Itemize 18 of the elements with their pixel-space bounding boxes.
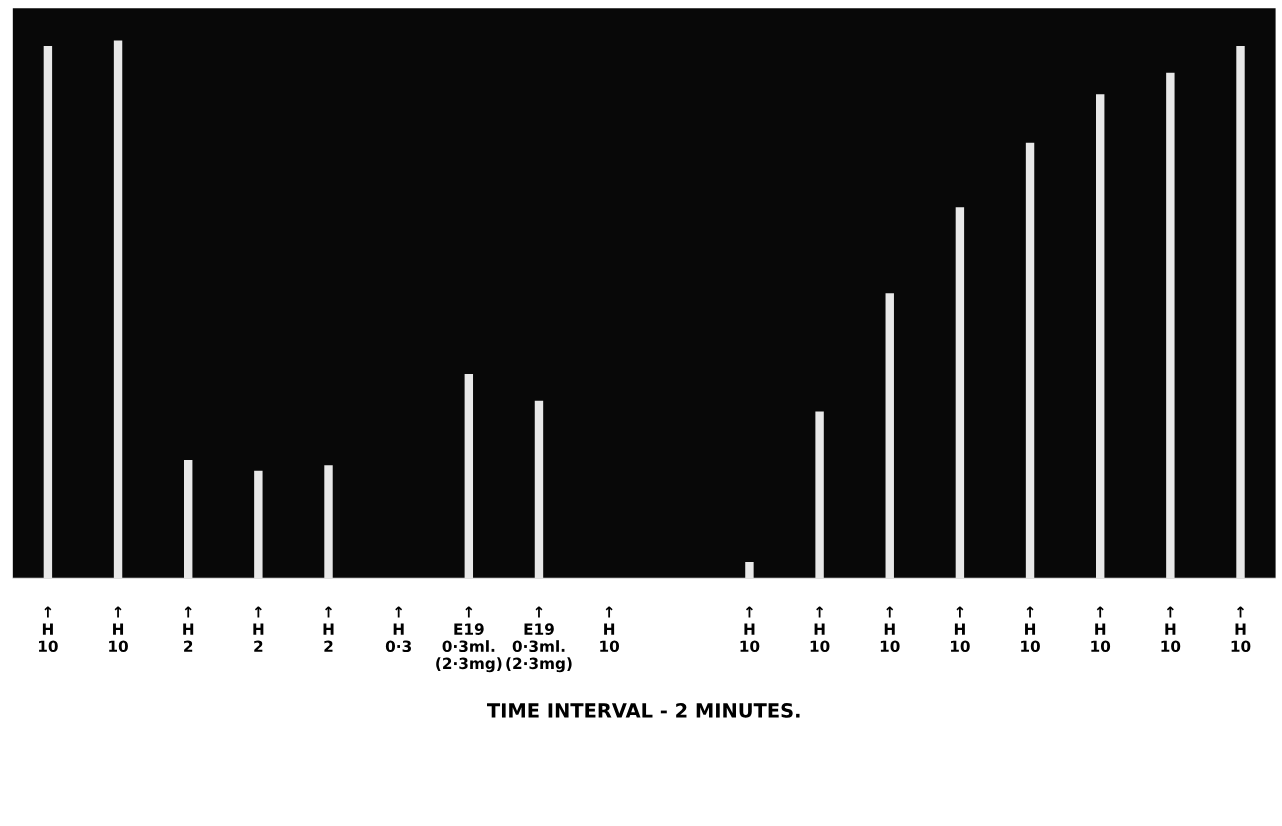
x-tick-label: ↑ H 10 — [109, 606, 128, 653]
x-tick-label: ↑ H 10 — [600, 606, 620, 653]
x-tick-label: ↑ H 2 — [323, 606, 334, 652]
x-tick-label: ↑ H 10 — [950, 606, 970, 653]
x-tick-label: ↑ H 10 — [1161, 606, 1181, 653]
x-tick-label: ↑ H 10 — [1021, 606, 1040, 653]
x-tick-label: ↑ H 0·3 — [385, 606, 411, 653]
x-tick-label: ↑ E19 0·3ml. (2·3mg) — [506, 606, 572, 673]
x-tick-label: ↑ H 10 — [740, 606, 760, 653]
x-tick-label: ↑ H 10 — [38, 606, 58, 653]
x-tick-label: ↑ H 2 — [183, 606, 194, 652]
x-axis-title: TIME INTERVAL - 2 MINUTES. — [487, 703, 800, 718]
x-tick-label: ↑ H 10 — [1091, 606, 1111, 653]
x-tick-label: ↑ E19 0·3ml. (2·3mg) — [436, 606, 502, 673]
x-tick-label: ↑ H 10 — [810, 606, 830, 653]
x-tick-label: ↑ H 2 — [253, 606, 264, 652]
x-tick-label: ↑ H 10 — [880, 606, 900, 653]
x-tick-label: ↑ H 10 — [1231, 606, 1251, 653]
